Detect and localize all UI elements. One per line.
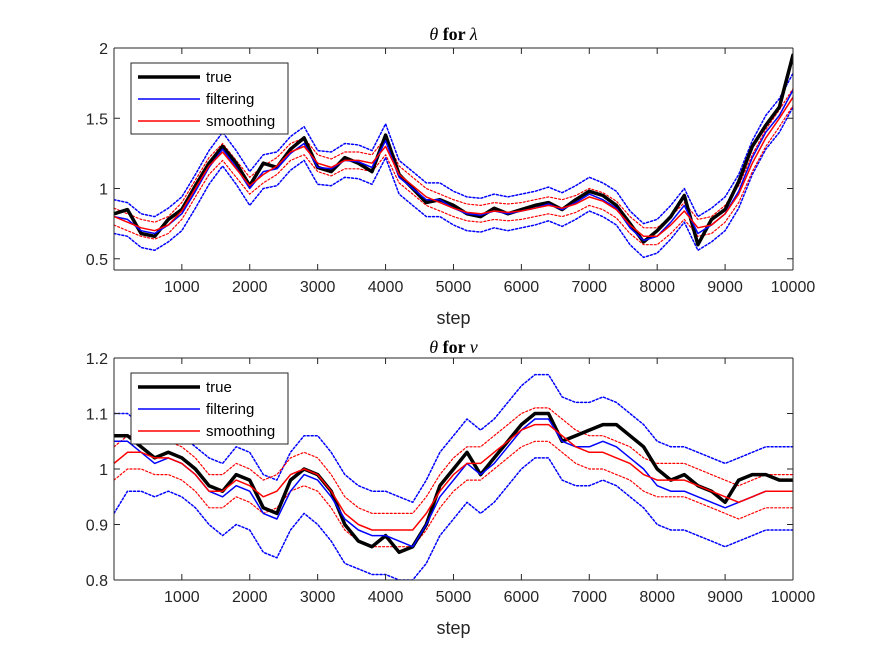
x-tick-label: 5000 <box>436 279 472 296</box>
series-line-true <box>114 411 793 555</box>
legend-label-filtering: filtering <box>206 401 254 418</box>
series-line-filtering-bound <box>114 72 793 225</box>
x-tick-label: 3000 <box>300 279 336 296</box>
series-line-smoothing-bound <box>114 104 793 246</box>
title-theta: θ <box>429 337 438 357</box>
series-line-filtering <box>114 418 793 548</box>
y-tick-label: 1 <box>99 182 108 199</box>
x-tick-label: 4000 <box>368 589 404 606</box>
x-tick-label: 10000 <box>771 589 816 606</box>
x-tick-label: 4000 <box>368 279 404 296</box>
legend: true filtering smoothing <box>130 62 289 135</box>
series-line-smoothing <box>114 96 793 238</box>
x-tick-label: 10000 <box>771 279 816 296</box>
plot-panel-nu: 1000 2000 3000 4000 5000 6000 7000 8000 9000 1000… <box>86 337 816 638</box>
x-tick-label: 7000 <box>571 589 607 606</box>
legend-label-true: true <box>206 379 232 396</box>
y-tick-label: 1.5 <box>86 111 108 128</box>
plot-panel-lambda: 1000 2000 3000 4000 5000 6000 7000 8000 9000 1000… <box>86 24 816 328</box>
x-axis-label: step <box>436 618 470 638</box>
title-for: for <box>438 337 470 357</box>
y-tick-label: 2 <box>99 41 108 58</box>
y-tick-label: 1.1 <box>86 407 108 424</box>
x-tick-label: 6000 <box>504 589 540 606</box>
y-tick-label: 0.9 <box>86 518 108 535</box>
x-tick-label: 2000 <box>232 589 268 606</box>
x-tick-label: 7000 <box>571 279 607 296</box>
x-tick-label: 8000 <box>639 589 675 606</box>
x-tick-label: 6000 <box>504 279 540 296</box>
legend: true filtering smoothing <box>130 372 289 445</box>
x-tick-label: 9000 <box>707 589 743 606</box>
chart-title: θ for ν <box>429 337 478 357</box>
y-tick-label: 0.8 <box>86 573 108 590</box>
series-line-smoothing <box>114 423 793 531</box>
x-axis-label: step <box>436 308 470 328</box>
title-symbol: λ <box>469 24 478 44</box>
chart-title: θ for λ <box>429 24 478 44</box>
legend-label-true: true <box>206 69 232 86</box>
legend-label-smoothing: smoothing <box>206 423 275 440</box>
y-tick-label: 1.2 <box>86 351 108 368</box>
x-tick-label: 2000 <box>232 279 268 296</box>
series-line-smoothing-bound <box>114 407 793 515</box>
series-line-filtering-bound <box>114 106 793 259</box>
x-tick-label: 5000 <box>436 589 472 606</box>
series-line-true <box>114 53 793 247</box>
x-tick-label: 1000 <box>164 279 200 296</box>
x-tick-label: 3000 <box>300 589 336 606</box>
series-line-filtering-bound <box>114 373 793 504</box>
title-symbol: ν <box>470 337 478 357</box>
title-theta: θ <box>429 24 438 44</box>
x-tick-label: 9000 <box>707 279 743 296</box>
series-line-smoothing-bound <box>114 440 793 548</box>
legend-label-smoothing: smoothing <box>206 113 275 130</box>
series-line-smoothing-bound <box>114 88 793 229</box>
x-tick-label: 1000 <box>164 589 200 606</box>
y-tick-label: 0.5 <box>86 252 108 269</box>
series-line-filtering-bound <box>114 457 793 580</box>
series-group <box>114 53 793 259</box>
legend-label-filtering: filtering <box>206 91 254 108</box>
y-tick-label: 1 <box>99 462 108 479</box>
series-group <box>114 373 793 580</box>
x-tick-label: 8000 <box>639 279 675 296</box>
title-for: for <box>438 24 470 44</box>
